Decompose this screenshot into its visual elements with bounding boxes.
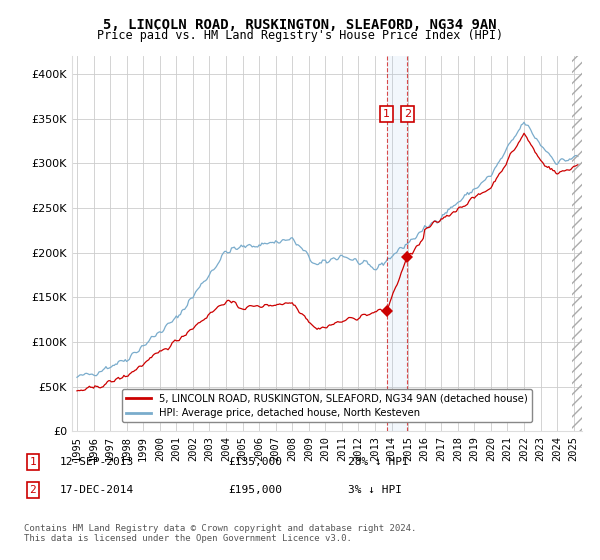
Text: 5, LINCOLN ROAD, RUSKINGTON, SLEAFORD, NG34 9AN: 5, LINCOLN ROAD, RUSKINGTON, SLEAFORD, N… <box>103 18 497 32</box>
Text: Contains HM Land Registry data © Crown copyright and database right 2024.
This d: Contains HM Land Registry data © Crown c… <box>24 524 416 543</box>
Text: 3% ↓ HPI: 3% ↓ HPI <box>348 485 402 495</box>
Text: 2: 2 <box>29 485 37 495</box>
Text: £135,000: £135,000 <box>228 457 282 467</box>
Text: £195,000: £195,000 <box>228 485 282 495</box>
Text: Price paid vs. HM Land Registry's House Price Index (HPI): Price paid vs. HM Land Registry's House … <box>97 29 503 42</box>
Text: 1: 1 <box>29 457 37 467</box>
Text: 17-DEC-2014: 17-DEC-2014 <box>60 485 134 495</box>
Bar <box>572 56 582 431</box>
Text: 12-SEP-2013: 12-SEP-2013 <box>60 457 134 467</box>
Text: 1: 1 <box>383 109 390 119</box>
Text: 28% ↓ HPI: 28% ↓ HPI <box>348 457 409 467</box>
Bar <box>386 56 409 431</box>
Text: 2: 2 <box>404 109 411 119</box>
Legend: 5, LINCOLN ROAD, RUSKINGTON, SLEAFORD, NG34 9AN (detached house), HPI: Average p: 5, LINCOLN ROAD, RUSKINGTON, SLEAFORD, N… <box>122 389 532 422</box>
Bar <box>572 56 582 431</box>
